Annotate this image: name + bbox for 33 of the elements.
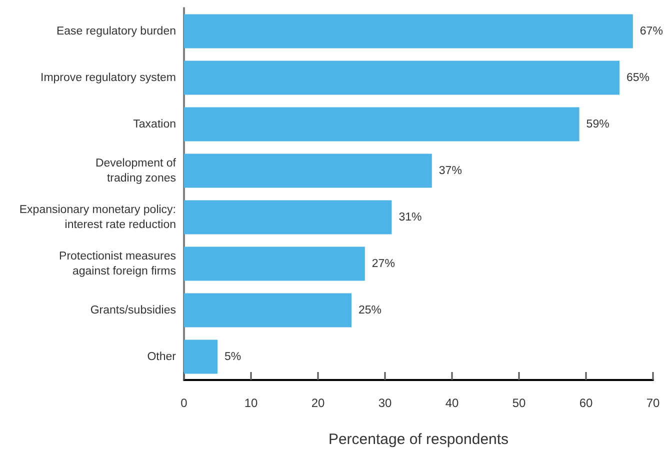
bar [184,200,392,234]
bar [184,60,620,95]
x-tick-label: 50 [512,396,526,410]
x-tick-label: 60 [579,396,593,410]
bar [184,293,352,328]
y-tick-label: Development of trading zones [95,157,177,184]
bar [184,246,365,281]
data-label: 67% [640,25,663,38]
y-tick-label: Other [147,350,176,363]
x-tick-label: 10 [244,396,258,410]
data-label: 37% [438,164,462,177]
x-axis-title: Percentage of respondents [328,431,509,448]
x-tick-label: 70 [646,396,660,410]
y-tick-label: Taxation [133,118,176,130]
x-tick-label: 30 [378,396,392,410]
data-label: 59% [586,118,610,130]
x-tick-label: 40 [445,396,459,410]
data-label: 65% [626,72,650,84]
data-label: 27% [372,258,395,270]
y-tick-label: Protectionist measures against foreign firms [59,250,176,278]
x-tick-label: 0 [180,396,188,410]
y-tick-label: Grants/subsidies [90,304,176,316]
data-label: 31% [398,211,422,224]
data-label: 25% [358,304,382,316]
data-label: 5% [224,350,242,363]
y-tick-label: Ease regulatory burden [56,25,176,38]
y-tick-label: Expansionary monetary policy: interest rate reduction [19,204,176,231]
bar [184,107,580,142]
bar [184,340,218,374]
bar [184,14,633,48]
x-tick-label: 20 [311,396,325,410]
y-tick-label: Improve regulatory system [40,72,176,84]
bar [184,154,432,188]
